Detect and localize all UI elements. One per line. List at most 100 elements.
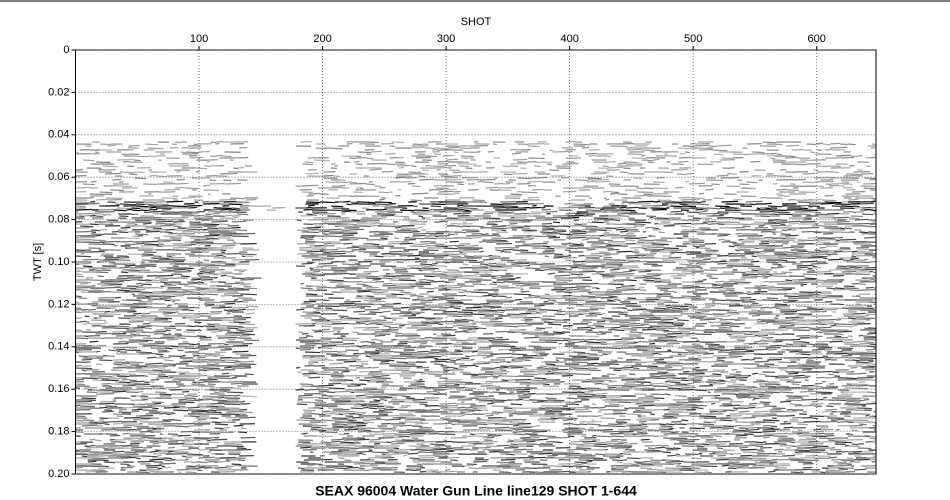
seismic-trace [495,274,501,277]
seismic-trace [491,227,508,230]
seismic-trace [838,336,848,339]
seismic-trace [626,256,639,259]
seismic-trace [548,149,554,152]
seismic-trace [389,272,402,275]
seismic-trace [580,295,596,298]
seismic-trace [116,289,130,292]
seismic-trace [161,269,174,272]
seismic-trace [692,144,710,147]
seismic-trace [191,278,201,281]
seismic-trace [754,322,768,325]
seismic-trace [713,197,724,200]
seismic-trace [385,170,394,173]
seismic-trace [418,287,435,290]
seismic-trace [622,307,627,310]
seismic-trace [183,243,191,246]
seismic-trace [188,206,198,209]
seismic-trace [868,254,873,257]
seismic-trace [591,221,604,224]
seismic-trace [574,223,582,226]
seismic-trace [301,332,309,335]
seismic-trace [162,312,174,315]
seismic-trace [637,200,654,203]
seismic-trace [862,213,874,216]
seismic-trace [830,146,848,149]
seismic-trace [368,222,380,225]
seismic-trace [106,313,121,316]
seismic-trace [321,330,334,333]
seismic-trace [404,312,412,315]
seismic-trace [684,151,690,154]
seismic-trace [160,277,170,280]
seismic-trace [700,297,717,300]
seismic-trace [318,230,323,233]
seismic-trace [639,236,648,239]
seismic-trace [378,238,388,241]
seismic-trace [656,244,665,247]
seismic-trace [790,163,807,166]
seismic-trace [737,207,741,210]
seismic-trace [856,252,865,255]
seismic-trace [782,246,795,249]
seismic-trace [837,330,853,333]
seismic-trace [202,369,207,372]
seismic-trace [81,289,93,292]
seismic-trace [193,231,209,234]
seismic-trace [655,368,667,371]
seismic-trace [766,297,779,300]
seismic-trace [180,151,186,154]
seismic-trace [620,327,632,330]
seismic-trace [670,210,683,213]
seismic-trace [778,257,796,260]
seismic-trace [75,296,79,299]
seismic-trace [78,236,95,239]
seismic-trace [475,365,479,368]
seismic-trace [418,278,427,281]
seismic-trace [612,279,617,282]
seismic-trace [548,236,561,239]
seismic-trace [356,283,367,286]
seismic-trace [100,284,115,287]
seismic-trace [174,322,186,325]
seismic-trace [175,229,187,232]
seismic-trace [309,335,314,338]
seismic-trace [218,219,228,222]
seismic-trace [759,250,765,253]
seismic-trace [741,273,758,276]
seismic-trace [869,178,877,181]
seismic-trace [196,272,204,275]
seismic-trace [148,155,156,158]
seismic-trace [572,203,584,206]
seismic-trace [197,329,202,332]
seismic-trace [688,357,698,360]
seismic-trace [814,176,830,179]
seismic-trace [599,208,604,211]
seismic-trace [457,366,468,369]
seismic-trace [557,288,566,291]
seismic-trace [863,258,868,261]
seismic-trace [829,340,843,343]
seismic-trace [410,146,416,149]
seismic-trace [735,232,743,235]
seismic-trace [187,235,205,238]
seismic-trace [807,343,816,346]
seismic-trace [75,186,92,189]
seismic-trace [373,233,380,236]
seismic-trace [446,286,462,289]
seismic-trace [453,212,462,215]
seismic-trace [375,349,379,352]
seismic-trace [235,281,245,284]
seismic-trace [426,290,434,293]
seismic-trace [223,179,232,182]
seismic-trace [162,270,175,273]
seismic-trace [544,255,549,258]
seismic-trace [349,238,359,241]
seismic-trace [457,311,473,314]
seismic-trace [409,305,424,308]
seismic-trace [120,240,133,243]
seismic-trace [369,168,382,171]
seismic-trace [464,255,474,258]
seismic-trace [494,311,504,314]
seismic-trace [203,189,219,192]
seismic-trace [460,349,478,352]
